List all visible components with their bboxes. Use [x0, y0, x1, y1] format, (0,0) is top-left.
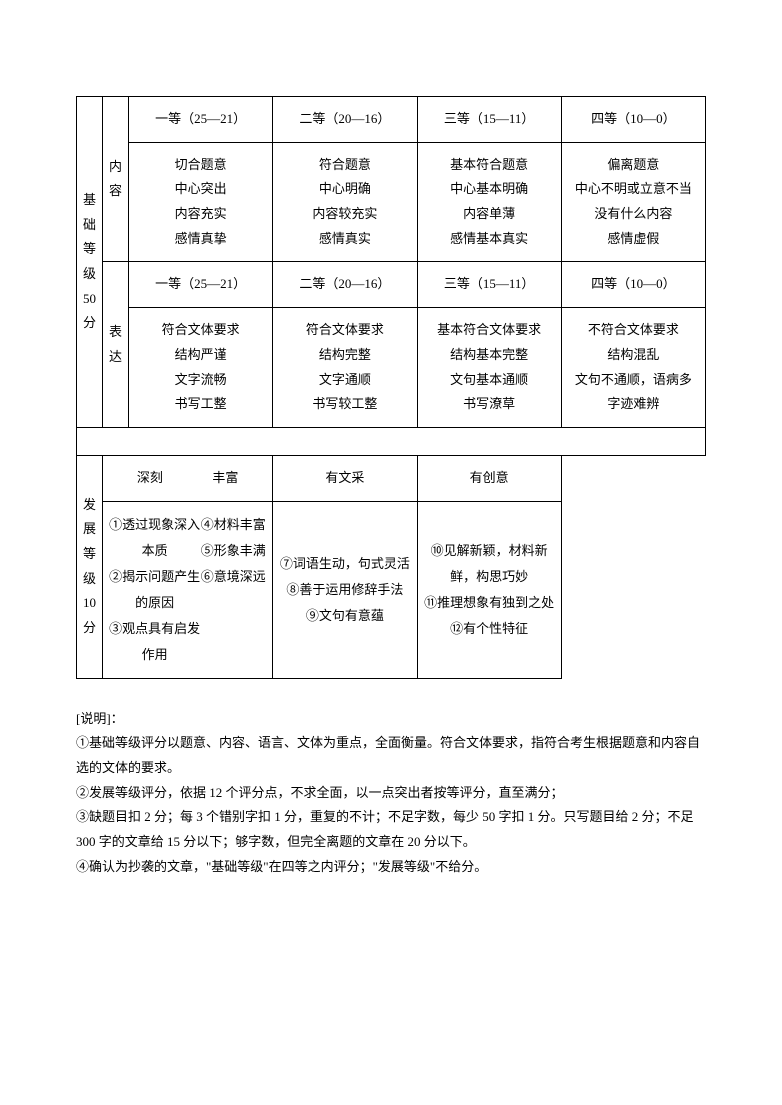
dev-header-cell: 有创意	[417, 455, 561, 501]
scoring-rubric-table: 基 础 等 级 50 分 内 容 一等（25—21） 二等（20—16） 三等（…	[76, 96, 706, 679]
dev-header-cell: 有文采	[273, 455, 417, 501]
detail-cell: 偏离题意 中心不明或立意不当 没有什么内容 感情虚假	[561, 142, 705, 262]
dev-detail-cell: ①透过现象深入本质 ②揭示问题产生的原因 ③观点具有启发作用 ④材料丰富 ⑤形象…	[103, 501, 273, 678]
note-item: ①基础等级评分以题意、内容、语言、文体为重点，全面衡量。符合文体要求，指符合考生…	[76, 731, 706, 780]
detail-cell: 符合题意 中心明确 内容较充实 感情真实	[273, 142, 417, 262]
detail-cell: 基本符合文体要求 结构基本完整 文句基本通顺 书写潦草	[417, 308, 561, 428]
detail-cell: 切合题意 中心突出 内容充实 感情真挚	[129, 142, 273, 262]
aspect-content-label: 内 容	[103, 97, 129, 262]
detail-cell: 符合文体要求 结构完整 文字通顺 书写较工整	[273, 308, 417, 428]
grade-cell: 一等（25—21）	[129, 97, 273, 143]
content-detail-row: 切合题意 中心突出 内容充实 感情真挚 符合题意 中心明确 内容较充实 感情真实…	[77, 142, 706, 262]
development-detail-row: ①透过现象深入本质 ②揭示问题产生的原因 ③观点具有启发作用 ④材料丰富 ⑤形象…	[77, 501, 706, 678]
document-page: 基 础 等 级 50 分 内 容 一等（25—21） 二等（20—16） 三等（…	[0, 0, 782, 939]
basic-level-label: 基 础 等 级 50 分	[77, 97, 103, 428]
detail-cell: 基本符合题意 中心基本明确 内容单薄 感情基本真实	[417, 142, 561, 262]
dev-detail-cell: ⑦词语生动，句式灵活 ⑧善于运用修辞手法 ⑨文句有意蕴	[273, 501, 417, 678]
expression-detail-row: 符合文体要求 结构严谨 文字流畅 书写工整 符合文体要求 结构完整 文字通顺 书…	[77, 308, 706, 428]
aspect-expression-label: 表 达	[103, 262, 129, 427]
grade-cell: 二等（20—16）	[273, 262, 417, 308]
content-grade-header-row: 基 础 等 级 50 分 内 容 一等（25—21） 二等（20—16） 三等（…	[77, 97, 706, 143]
dev-header-cell: 深刻丰富	[103, 455, 273, 501]
grade-cell: 三等（15—11）	[417, 262, 561, 308]
expression-grade-header-row: 表 达 一等（25—21） 二等（20—16） 三等（15—11） 四等（10—…	[77, 262, 706, 308]
development-level-label: 发 展 等 级 10 分	[77, 455, 103, 678]
detail-cell: 不符合文体要求 结构混乱 文句不通顺，语病多 字迹难辨	[561, 308, 705, 428]
development-header-row: 发 展 等 级 10 分 深刻丰富 有文采 有创意	[77, 455, 706, 501]
notes-section: [说明]： ①基础等级评分以题意、内容、语言、文体为重点，全面衡量。符合文体要求…	[76, 707, 706, 880]
note-item: ④确认为抄袭的文章，"基础等级"在四等之内评分；"发展等级"不给分。	[76, 855, 706, 880]
grade-cell: 二等（20—16）	[273, 97, 417, 143]
note-item: ②发展等级评分，依据 12 个评分点，不求全面，以一点突出者按等评分，直至满分；	[76, 781, 706, 806]
detail-cell: 符合文体要求 结构严谨 文字流畅 书写工整	[129, 308, 273, 428]
section-spacer	[77, 427, 706, 455]
grade-cell: 一等（25—21）	[129, 262, 273, 308]
notes-title: [说明]：	[76, 707, 706, 732]
grade-cell: 四等（10—0）	[561, 262, 705, 308]
grade-cell: 四等（10—0）	[561, 97, 705, 143]
dev-detail-cell: ⑩见解新颖，材料新鲜，构思巧妙 ⑪推理想象有独到之处 ⑫有个性特征	[417, 501, 561, 678]
note-item: ③缺题目扣 2 分；每 3 个错别字扣 1 分，重复的不计；不足字数，每少 50…	[76, 805, 706, 854]
grade-cell: 三等（15—11）	[417, 97, 561, 143]
